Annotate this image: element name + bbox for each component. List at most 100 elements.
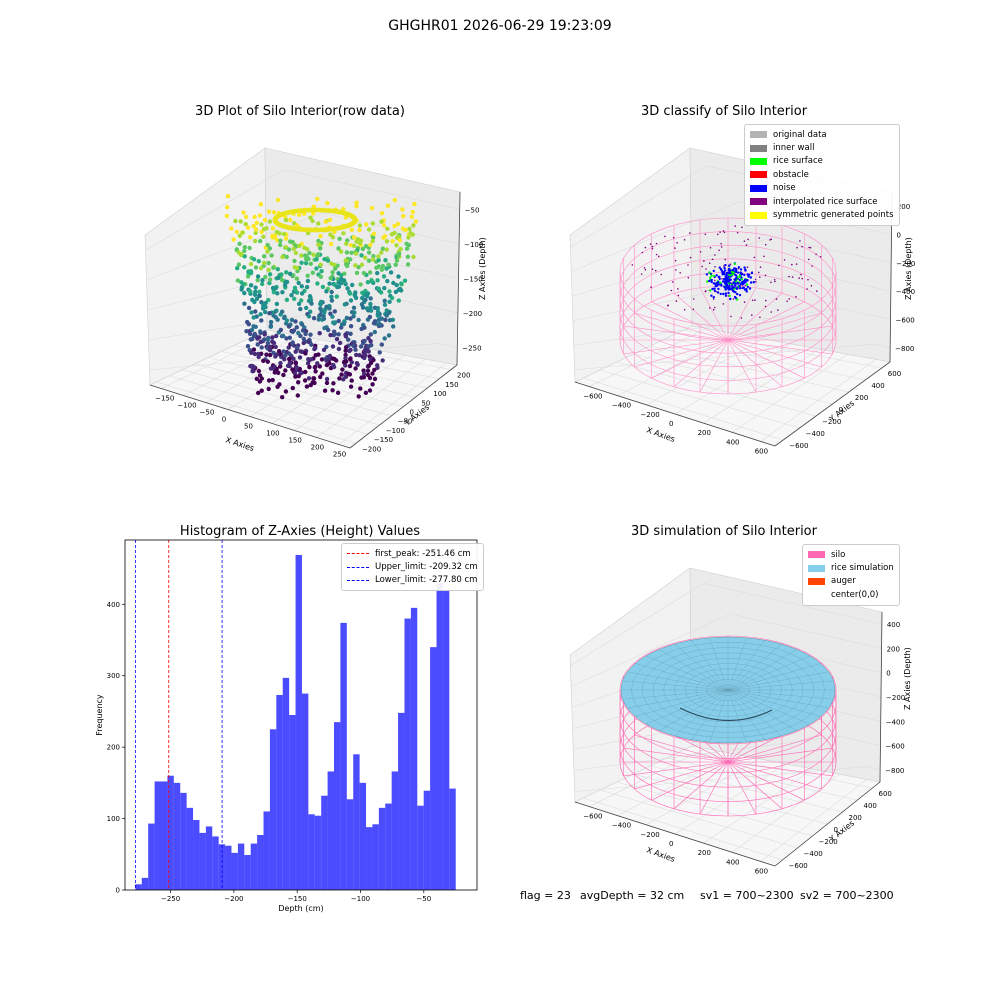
raw-point	[261, 254, 267, 259]
raw-point	[407, 226, 412, 232]
interpolated-point	[722, 303, 725, 305]
z-tick: −800	[885, 767, 904, 775]
raw-point	[255, 274, 261, 279]
interpolated-point	[677, 288, 679, 290]
raw-point	[325, 258, 331, 263]
raw-point	[336, 318, 341, 324]
raw-point	[354, 204, 359, 209]
raw-point	[299, 260, 304, 265]
raw-point	[354, 361, 360, 366]
raw-point	[329, 298, 335, 303]
raw-point	[304, 284, 310, 290]
x-tick: 50	[244, 423, 253, 431]
raw-point	[285, 363, 291, 368]
flag-text: flag = 23	[520, 889, 571, 902]
interpolated-point	[786, 300, 788, 303]
noise-point	[705, 273, 709, 276]
interpolated-point	[631, 264, 634, 266]
legend-label: Lower_limit: -277.80 cm	[375, 575, 478, 586]
raw-point	[287, 360, 292, 365]
raw-point	[236, 262, 242, 267]
interpolated-point	[718, 249, 720, 252]
interpolated-point	[783, 259, 786, 261]
raw-point	[294, 325, 299, 330]
raw-point	[252, 292, 258, 297]
raw-point	[234, 229, 240, 234]
interpolated-point	[683, 239, 686, 241]
histogram-bar	[321, 795, 328, 890]
raw-point	[284, 318, 290, 323]
raw-point	[325, 200, 330, 206]
interpolated-point	[717, 233, 719, 236]
raw-point	[256, 259, 261, 264]
raw-point	[283, 217, 289, 223]
raw-point	[248, 269, 254, 274]
raw-point	[283, 353, 288, 358]
interpolated-point	[747, 238, 749, 241]
interpolated-point	[689, 256, 692, 259]
interpolated-point	[664, 235, 666, 238]
raw-point	[396, 274, 401, 279]
raw-point	[379, 250, 384, 255]
noise-point	[708, 271, 711, 274]
raw-point	[348, 316, 353, 321]
y-tick: 200	[457, 372, 470, 380]
raw-point	[365, 372, 371, 378]
legend-entry: auger	[808, 575, 894, 588]
histogram-bar	[346, 799, 354, 890]
raw-point	[354, 270, 360, 276]
sv2-text: sv2 = 700~2300	[800, 889, 894, 902]
interpolated-point	[770, 281, 772, 284]
raw-point	[388, 270, 394, 275]
histogram-bar	[237, 843, 245, 890]
raw-point	[251, 347, 257, 352]
raw-point	[351, 243, 357, 249]
noise-point	[737, 266, 741, 269]
histogram-bar	[282, 677, 290, 890]
raw-point	[275, 384, 280, 389]
noise-point	[745, 283, 749, 286]
raw-point	[374, 265, 379, 270]
raw-point	[265, 359, 270, 364]
x-tick: 100	[266, 430, 279, 438]
interpolated-point	[675, 269, 677, 271]
raw-point	[245, 225, 251, 230]
raw-point	[332, 309, 337, 314]
interpolated-point	[715, 291, 718, 293]
legend-entry: rice simulation	[808, 561, 894, 574]
raw-point	[398, 246, 403, 252]
interpolated-point	[676, 242, 678, 244]
raw-point	[356, 265, 361, 270]
raw-point	[249, 350, 254, 355]
y-tick: 400	[864, 802, 877, 810]
interpolated-point	[788, 275, 790, 278]
interpolated-point	[692, 308, 695, 311]
raw-point	[359, 375, 364, 380]
interpolated-point	[644, 269, 647, 271]
noise-point	[728, 284, 731, 288]
noise-point	[744, 268, 747, 271]
interpolated-point	[641, 251, 644, 254]
classify-plot-title: 3D classify of Silo Interior	[640, 104, 808, 119]
raw-point	[401, 213, 406, 219]
raw-point	[299, 298, 304, 303]
z-tick: −250	[462, 345, 481, 353]
noise-point	[736, 271, 740, 274]
histogram-frame	[124, 539, 478, 891]
raw-point	[288, 271, 293, 276]
x-tick: −200	[640, 831, 659, 839]
noise-point	[709, 289, 712, 292]
interpolated-point	[677, 294, 680, 297]
histogram-bar	[135, 884, 142, 890]
raw-point	[261, 358, 266, 363]
raw-point	[271, 290, 277, 295]
raw-point	[248, 261, 254, 267]
raw-point	[319, 357, 325, 362]
raw-point	[265, 242, 270, 248]
noise-point	[724, 263, 727, 267]
raw-point	[348, 257, 353, 262]
raw-point	[299, 321, 304, 326]
interpolated-point	[741, 226, 743, 229]
raw-point	[379, 267, 384, 272]
raw-point	[358, 282, 363, 287]
